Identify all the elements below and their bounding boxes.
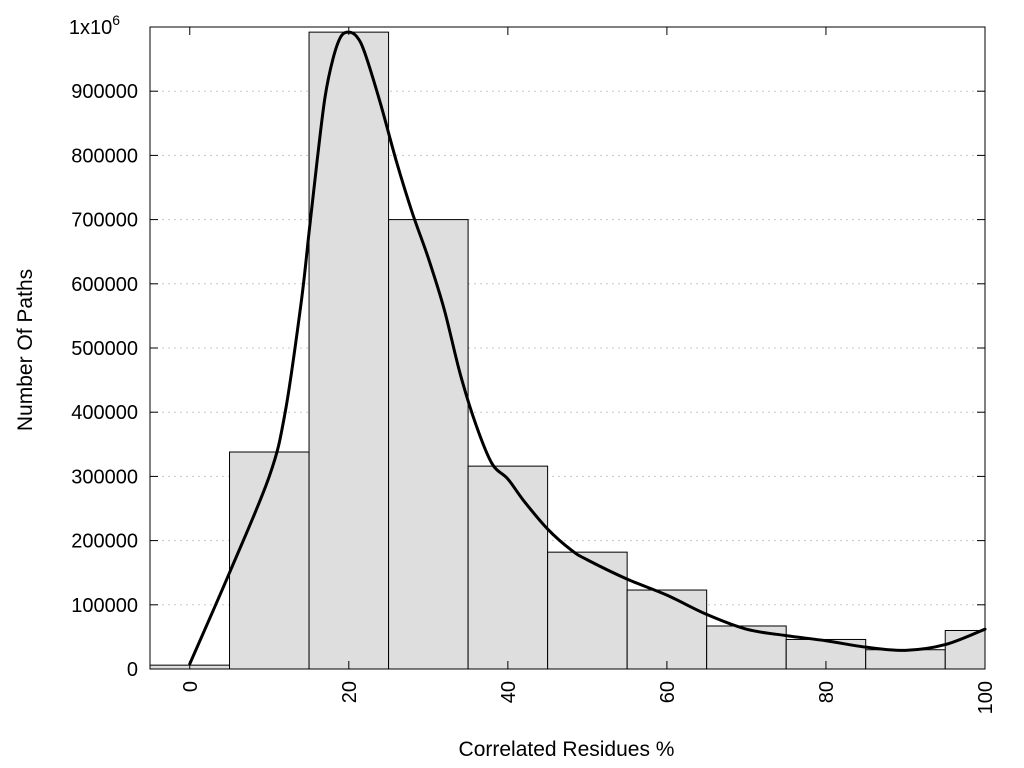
x-tick-label: 80 (816, 681, 838, 703)
histogram-bars (149, 31, 986, 670)
histogram-bar (865, 649, 946, 670)
x-tick-label: 0 (180, 681, 202, 692)
histogram-bar (388, 219, 469, 670)
y-tick-label: 0 (127, 659, 138, 681)
x-axis-ticks: 0 20 40 60 80 100 (180, 27, 997, 714)
y-tick-label: 900000 (71, 81, 138, 103)
histogram-bar (706, 625, 787, 670)
y-axis-title: Number Of Paths (14, 269, 37, 431)
x-axis-title: Correlated Residues % (459, 738, 675, 761)
density-curve (188, 30, 987, 666)
y-tick-label: 600000 (71, 274, 138, 296)
histogram-bar (626, 589, 708, 670)
y-axis-ticks: 0 100000 200000 300000 400000 500000 600000 700… (69, 12, 985, 681)
x-tick-label: 20 (339, 681, 361, 703)
x-tick-label: 40 (498, 681, 520, 703)
x-tick-label: 100 (975, 681, 997, 714)
y-tick-label: 1x106 (69, 12, 120, 39)
x-tick-label: 60 (657, 681, 679, 703)
y-tick-label: 400000 (71, 402, 138, 424)
y-tick-label: 500000 (71, 338, 138, 360)
y-tick-label: 100000 (71, 595, 138, 617)
histogram-bar (308, 31, 390, 670)
histogram-bar (229, 451, 310, 670)
y-tick-label: 300000 (71, 466, 138, 488)
histogram-bar (547, 551, 628, 670)
y-tick-label: 200000 (71, 531, 138, 553)
histogram-bar (467, 465, 549, 670)
y-tick-label: 800000 (71, 145, 138, 167)
y-tick-label: 700000 (71, 210, 138, 232)
